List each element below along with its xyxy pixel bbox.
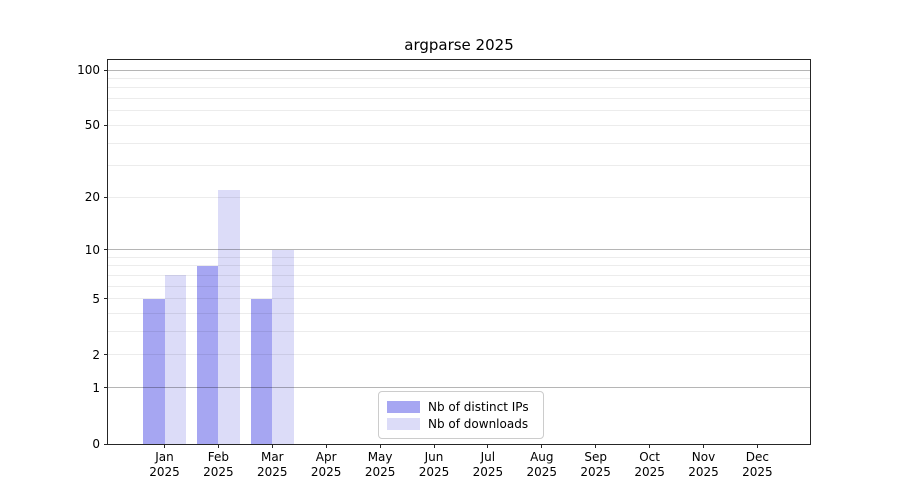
x-tick-year: 2025 (688, 465, 719, 479)
x-tick-mark (649, 444, 651, 448)
x-tick-month: Dec (745, 450, 769, 464)
y-gridline-major (108, 69, 810, 71)
y-tick-label: 2 (92, 347, 100, 362)
x-tick-month: Nov (691, 450, 716, 464)
bar-distinct-ips (250, 298, 273, 444)
y-tick-mark (104, 249, 108, 251)
x-tick-mark (595, 444, 597, 448)
x-tick-year: 2025 (310, 465, 342, 479)
legend-label-distinct-ips: Nb of distinct IPs (428, 399, 529, 414)
x-tick-year: 2025 (257, 465, 288, 479)
x-tick-label: Nov 2025 (674, 450, 734, 480)
x-tick-label: Jul 2025 (458, 450, 518, 480)
y-tick-label: 10 (84, 242, 100, 257)
x-tick-label: Mar 2025 (242, 450, 302, 480)
chart-title: argparse 2025 (404, 36, 514, 54)
x-tick-year: 2025 (149, 465, 180, 479)
x-tick-label: Dec 2025 (727, 450, 787, 480)
x-tick-year: 2025 (364, 465, 396, 479)
x-tick-mark (756, 444, 758, 448)
legend-item-downloads: Nb of downloads (387, 415, 535, 432)
x-tick-mark (541, 444, 543, 448)
x-tick-month: Jan (155, 450, 174, 464)
bar-downloads (164, 275, 186, 444)
x-tick-label: Jun 2025 (404, 450, 464, 480)
bar-downloads (272, 249, 294, 444)
x-tick-mark (433, 444, 435, 448)
bar-distinct-ips (143, 298, 165, 444)
plot-area: Nb of distinct IPs Nb of downloads (107, 59, 811, 445)
y-gridline-minor (108, 77, 810, 79)
x-tick-month: Aug (530, 450, 554, 464)
y-tick-mark (104, 69, 108, 71)
x-tick-month: Feb (207, 450, 230, 464)
y-tick-mark (104, 387, 108, 389)
x-tick-label: Aug 2025 (512, 450, 572, 480)
y-gridline-minor (108, 256, 810, 258)
x-tick-mark (487, 444, 489, 448)
y-gridline-minor (108, 87, 810, 89)
y-tick-label: 0 (92, 437, 100, 451)
y-tick-mark (104, 124, 108, 126)
y-gridline-minor (108, 98, 810, 100)
y-tick-mark (104, 354, 108, 356)
x-tick-label: May 2025 (350, 450, 410, 480)
x-tick-month: Sep (584, 450, 607, 464)
x-tick-year: 2025 (418, 465, 450, 479)
bar-distinct-ips (196, 265, 219, 444)
y-tick-label: 50 (84, 118, 100, 133)
y-tick-label: 20 (84, 190, 100, 205)
x-tick-month: Apr (315, 450, 337, 464)
y-gridline-minor (108, 142, 810, 144)
legend-item-distinct-ips: Nb of distinct IPs (387, 398, 535, 415)
y-tick-mark (104, 196, 108, 198)
x-tick-year: 2025 (580, 465, 611, 479)
bar-downloads (218, 189, 240, 444)
legend-swatch-distinct-ips (387, 400, 420, 413)
y-gridline-minor (108, 196, 810, 198)
x-tick-year: 2025 (472, 465, 504, 479)
x-tick-mark (703, 444, 704, 448)
x-tick-mark (164, 444, 165, 448)
x-tick-mark (271, 444, 273, 448)
x-tick-label: Jan 2025 (135, 450, 195, 480)
x-tick-year: 2025 (634, 465, 665, 479)
x-tick-year: 2025 (526, 465, 558, 479)
x-tick-month: Oct (639, 450, 660, 464)
x-tick-mark (325, 444, 327, 448)
y-gridline-minor (108, 165, 810, 167)
x-tick-label: Sep 2025 (566, 450, 626, 480)
y-tick-mark (104, 298, 108, 300)
y-tick-label: 100 (77, 63, 100, 77)
legend-label-downloads: Nb of downloads (428, 416, 529, 431)
y-tick-label: 5 (92, 291, 100, 306)
x-tick-mark (379, 444, 381, 448)
x-tick-month: May (367, 450, 393, 464)
y-gridline-minor (108, 124, 810, 126)
y-gridline-major (108, 249, 810, 251)
x-tick-label: Oct 2025 (620, 450, 680, 480)
x-tick-year: 2025 (203, 465, 234, 479)
y-tick-label: 1 (92, 380, 100, 395)
x-tick-label: Feb 2025 (188, 450, 248, 480)
x-tick-year: 2025 (742, 465, 773, 479)
x-tick-month: Mar (260, 450, 284, 464)
x-tick-month: Jun (424, 450, 444, 464)
legend-swatch-downloads (387, 417, 420, 430)
legend: Nb of distinct IPs Nb of downloads (378, 391, 544, 439)
x-tick-label: Apr 2025 (296, 450, 356, 480)
x-tick-month: Jul (480, 450, 496, 464)
y-gridline-minor (108, 110, 810, 112)
y-tick-mark (104, 443, 108, 445)
x-tick-mark (217, 444, 219, 448)
